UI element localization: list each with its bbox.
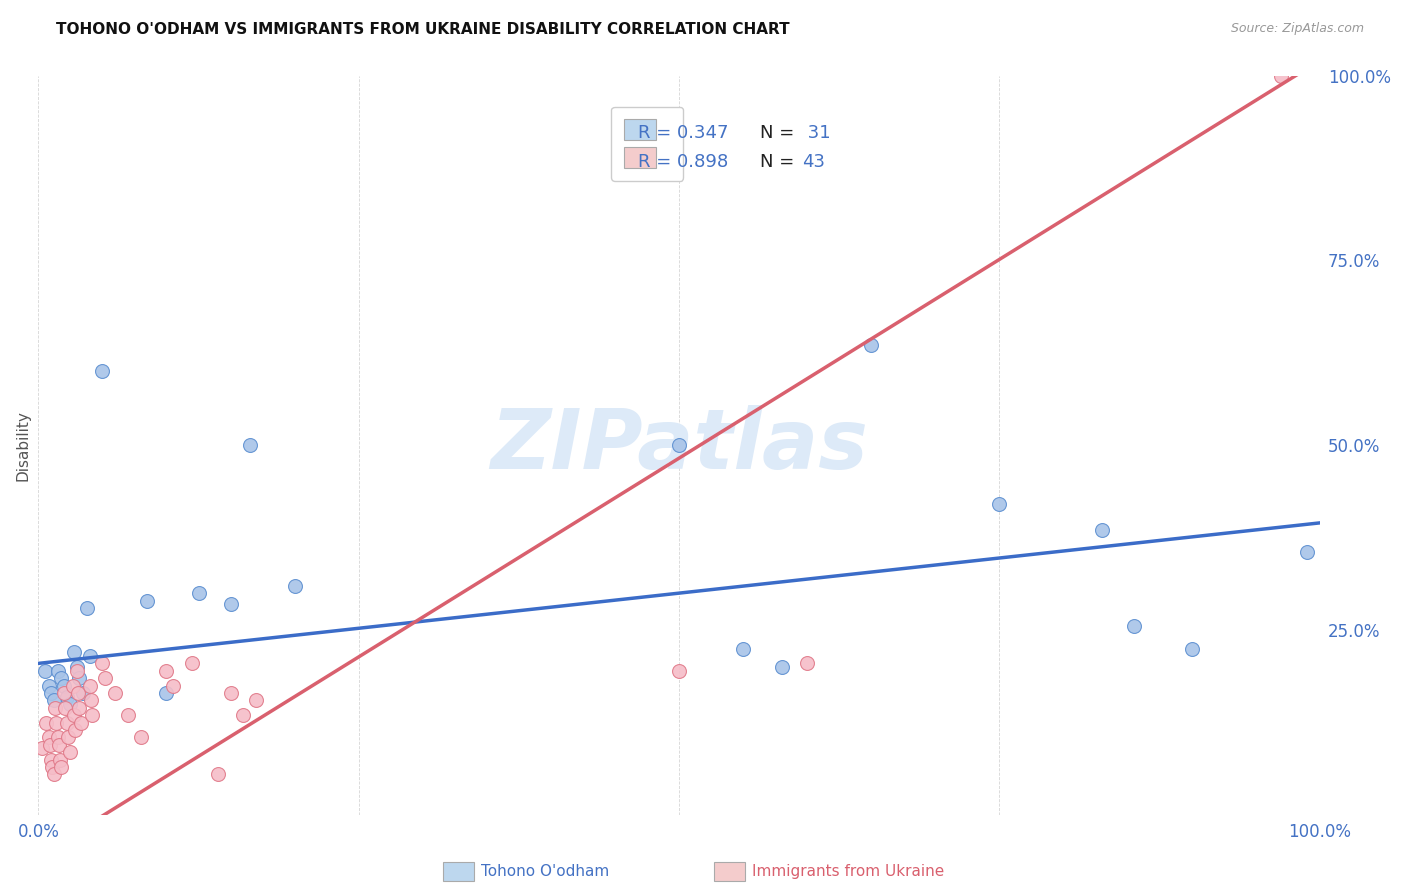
Point [53,700,76,714]
Point [65,723,87,737]
Text: Source: ZipAtlas.com: Source: ZipAtlas.com [1230,22,1364,36]
Point [52,679,75,693]
Point [67,700,90,714]
Legend: , : , [612,107,683,181]
Point [129,731,152,745]
Point [155,664,177,678]
Point [1270,69,1292,83]
Point [42,693,65,707]
Point [63,708,86,723]
Point [56,731,79,745]
Point [46,731,69,745]
Point [155,686,177,700]
Point [51,760,73,774]
Y-axis label: Disability: Disability [15,409,30,481]
Point [66,660,89,674]
Point [46,664,69,678]
Point [219,597,242,611]
Point [162,679,184,693]
Point [76,601,98,615]
Point [34,664,56,678]
Point [42,767,65,781]
Point [91,364,114,378]
Point [117,708,139,723]
Point [35,715,58,730]
Point [207,767,229,781]
Point [1091,523,1114,537]
Point [284,579,307,593]
Point [67,686,90,700]
Text: N =: N = [759,153,800,170]
Text: N =: N = [759,124,800,142]
Point [39,752,62,766]
Point [219,686,242,700]
Point [796,657,818,671]
Point [59,745,82,759]
Point [232,708,254,723]
Point [770,660,793,674]
Point [55,715,77,730]
Point [80,693,103,707]
Point [51,671,73,685]
Point [38,731,60,745]
Point [55,690,77,704]
Point [72,686,94,700]
Point [63,645,86,659]
Text: R = 0.898: R = 0.898 [638,153,728,170]
Point [39,686,62,700]
Text: TOHONO O'ODHAM VS IMMIGRANTS FROM UKRAINE DISABILITY CORRELATION CHART: TOHONO O'ODHAM VS IMMIGRANTS FROM UKRAIN… [56,22,790,37]
Point [31,741,53,756]
Point [66,664,89,678]
Point [48,738,70,752]
Point [668,664,690,678]
Point [52,686,75,700]
Point [38,679,60,693]
Point [181,657,204,671]
Point [79,648,101,663]
Point [1180,641,1202,656]
Point [41,760,63,774]
Point [860,338,883,352]
Point [1295,545,1317,559]
Text: R = 0.347: R = 0.347 [638,124,728,142]
Text: 31: 31 [803,124,831,142]
Point [45,715,67,730]
Point [62,679,84,693]
Point [988,497,1011,511]
Text: 43: 43 [803,153,825,170]
Point [59,697,82,711]
Point [91,657,114,671]
Point [1122,619,1144,633]
Point [82,708,104,723]
Point [69,715,91,730]
Text: Tohono O'odham: Tohono O'odham [481,864,609,879]
Point [49,752,72,766]
Text: Immigrants from Ukraine: Immigrants from Ukraine [752,864,945,879]
Point [67,671,90,685]
Point [245,693,267,707]
Point [104,686,127,700]
Point [94,671,117,685]
Point [731,641,754,656]
Point [136,593,159,607]
Point [187,586,209,600]
Point [79,679,101,693]
Point [44,700,66,714]
Point [668,438,690,452]
Text: ZIPatlas: ZIPatlas [491,405,868,486]
Point [38,738,60,752]
Point [239,438,262,452]
